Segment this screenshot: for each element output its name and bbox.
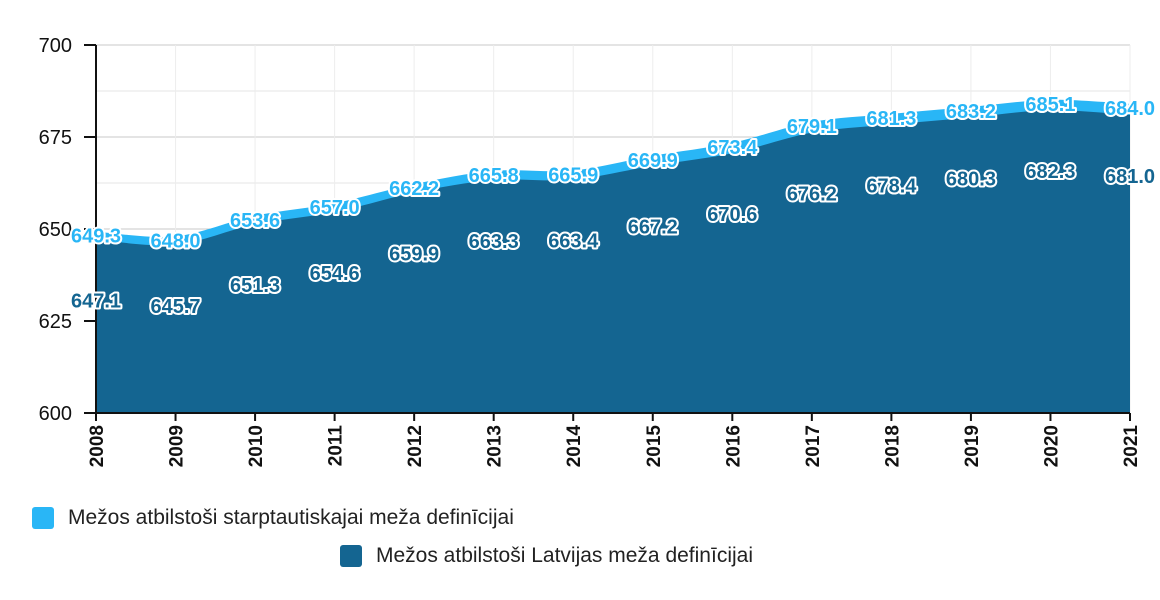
data-label-international: 684.0 [1105,98,1155,120]
data-label-international: 683.2 [946,101,996,123]
data-label-latvian: 659.9 [389,244,439,266]
x-tick-label: 2020 [1041,425,1062,467]
x-tick-label: 2010 [246,425,267,467]
data-label-latvian: 645.7 [151,296,201,318]
data-label-international: 649.3 [71,226,121,248]
data-label-international: 681.3 [866,108,916,130]
legend-swatch-latvian [340,545,362,567]
x-tick-label: 2013 [485,425,506,467]
data-label-international: 679.1 [787,116,837,138]
data-label-international: 662.2 [389,178,439,200]
data-label-international: 685.1 [1025,94,1075,116]
data-label-latvian: 663.4 [548,231,599,253]
y-tick-label: 675 [39,127,72,149]
x-tick-label: 2009 [167,425,188,467]
data-label-international: 669.9 [628,150,678,172]
legend-label-international: Mežos atbilstoši starptautiskajai meža d… [68,506,514,529]
legend-item-latvian[interactable]: Mežos atbilstoši Latvijas meža definīcij… [340,544,753,568]
data-label-international: 665.9 [548,164,598,186]
legend-swatch-international [32,507,54,529]
legend-item-international[interactable]: Mežos atbilstoši starptautiskajai meža d… [32,506,514,530]
data-label-latvian: 654.6 [310,263,360,285]
data-label-international: 657.0 [310,197,360,219]
x-tick-label: 2015 [644,425,665,468]
data-label-latvian: 680.3 [946,168,996,190]
data-label-international: 653.6 [230,210,280,232]
data-label-latvian: 682.3 [1025,161,1075,183]
y-tick-label: 650 [39,219,72,241]
y-tick-label: 600 [39,403,72,425]
x-tick-label: 2008 [87,425,108,467]
x-tick-label: 2017 [803,425,824,467]
y-tick-label: 700 [39,35,72,57]
data-label-latvian: 651.3 [230,275,280,297]
x-tick-label: 2012 [405,425,426,467]
data-label-international: 665.8 [469,165,519,187]
x-tick-label: 2019 [962,425,983,467]
data-label-latvian: 676.2 [787,184,837,206]
data-label-latvian: 678.4 [866,175,917,197]
data-label-international: 673.4 [707,137,758,159]
legend-label-latvian: Mežos atbilstoši Latvijas meža definīcij… [376,544,753,567]
x-tick-label: 2011 [326,425,347,467]
data-label-latvian: 663.3 [469,231,519,253]
y-tick-label: 625 [39,311,72,333]
x-tick-label: 2016 [723,425,744,467]
data-label-latvian: 670.6 [707,204,757,226]
data-label-latvian: 681.0 [1105,166,1155,188]
x-tick-label: 2014 [564,425,585,468]
x-tick-label: 2021 [1121,425,1142,468]
data-label-latvian: 667.2 [628,217,678,239]
x-tick-label: 2018 [882,425,903,467]
data-label-latvian: 647.1 [71,291,121,313]
area-latvian [96,110,1130,413]
data-label-international: 648.0 [151,230,201,252]
